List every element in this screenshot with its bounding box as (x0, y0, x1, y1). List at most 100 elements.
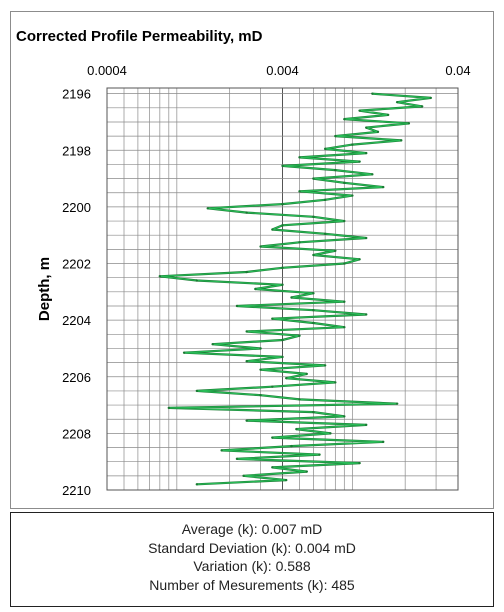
permeability-data-point (395, 100, 399, 104)
permeability-series-line (159, 92, 431, 486)
permeability-data-point (312, 321, 315, 325)
permeability-data-point (351, 194, 354, 197)
permeability-data-point (407, 122, 411, 125)
permeability-data-point (305, 470, 308, 473)
permeability-data-point (281, 355, 284, 359)
permeability-data-point (395, 402, 399, 405)
permeability-data-point (365, 236, 368, 240)
permeability-data-point (195, 389, 199, 393)
permeability-data-point (365, 423, 368, 427)
permeability-data-point (235, 457, 239, 461)
permeability-data-point (220, 449, 223, 452)
permeability-data-point (254, 287, 257, 291)
permeability-data-point (334, 168, 337, 172)
permeability-data-point (358, 461, 361, 465)
permeability-data-point (281, 224, 284, 227)
permeability-data-point (285, 478, 288, 482)
permeability-data-point (195, 483, 199, 486)
y-tick-label: 2196 (62, 87, 91, 102)
permeability-data-point (295, 427, 298, 431)
permeability-data-point (281, 283, 284, 286)
permeability-data-point (376, 130, 380, 134)
axis-layer: 0.0004 0.004 0.04 2196 2198 2200 2202 2204 2206 2… (36, 63, 471, 498)
permeability-data-point (420, 105, 424, 108)
permeability-data-point (271, 436, 274, 439)
permeability-data-point (334, 249, 337, 252)
permeability-data-point (281, 164, 284, 168)
y-axis-label: Depth, m (36, 257, 53, 321)
permeability-data-point (334, 134, 337, 138)
permeability-data-point (365, 313, 368, 316)
permeability-data-point (323, 198, 327, 202)
permeability-data-point (312, 309, 315, 312)
permeability-data-point (271, 317, 274, 320)
permeability-data-point (334, 381, 337, 384)
permeability-data-point (343, 181, 346, 185)
permeability-data-point (400, 139, 403, 142)
permeability-data-point (343, 117, 346, 121)
permeability-data-point (245, 270, 248, 274)
y-tick-label: 2202 (62, 257, 91, 272)
permeability-data-point (245, 330, 248, 333)
permeability-data-point (195, 279, 199, 282)
permeability-data-point (271, 385, 274, 388)
stat-std-dev: Standard Deviation (k): 0.004 mD (148, 539, 356, 556)
permeability-data-point (312, 215, 315, 219)
plot-area-border (106, 87, 459, 491)
permeability-data-point (343, 300, 346, 303)
permeability-data-point (245, 211, 248, 214)
permeability-data-point (323, 147, 327, 151)
permeability-data-point (329, 432, 332, 435)
permeability-data-point (358, 160, 361, 163)
permeability-data-point (271, 466, 274, 469)
y-tick-label: 2208 (62, 426, 91, 441)
stat-average: Average (k): 0.007 mD (181, 521, 323, 537)
permeability-data-point (259, 368, 262, 371)
permeability-data-point (358, 109, 361, 112)
permeability-data-point (235, 304, 239, 308)
permeability-data-point (158, 275, 162, 278)
x-tick-label: 0.04 (445, 63, 470, 78)
permeability-data-point (242, 474, 245, 478)
permeability-data-point (290, 296, 293, 299)
permeability-data-point (298, 241, 301, 244)
permeability-data-point (281, 202, 284, 206)
permeability-data-point (343, 219, 346, 223)
permeability-data-point (358, 258, 361, 261)
permeability-data-point (323, 364, 327, 367)
permeability-data-point (298, 156, 301, 159)
permeability-series-highlight (159, 93, 431, 485)
permeability-data-point (312, 253, 315, 257)
stats-box: Average (k): 0.007 mD Standard Deviation… (10, 512, 494, 607)
x-tick-label: 0.0004 (87, 63, 127, 78)
permeability-data-point (312, 410, 315, 414)
permeability-data-point (298, 398, 301, 401)
permeability-data-point (365, 126, 368, 129)
permeability-data-point (271, 228, 274, 231)
permeability-data-point (305, 372, 308, 376)
stat-count: Number of Mesurements (k): 485 (149, 576, 355, 593)
permeability-data-point (343, 262, 346, 265)
y-tick-label: 2210 (62, 483, 91, 498)
permeability-data-point (371, 92, 374, 95)
permeability-data-point (298, 334, 301, 337)
chart-title: Corrected Profile Permeability, mD (16, 28, 263, 45)
permeability-data-point (382, 185, 385, 189)
permeability-data-point (182, 351, 186, 354)
permeability-data-point (167, 406, 171, 410)
grid-layer (106, 88, 459, 491)
y-tick-label: 2198 (62, 143, 91, 158)
permeability-data-point (245, 359, 248, 363)
permeability-data-point (351, 143, 354, 146)
permeability-data-point (312, 177, 315, 180)
permeability-data-point (382, 440, 385, 444)
permeability-data-point (371, 173, 374, 176)
permeability-data-point (343, 415, 346, 418)
x-tick-label: 0.004 (266, 63, 299, 78)
y-tick-label: 2206 (62, 370, 91, 385)
permeability-data-point (323, 232, 327, 235)
y-tick-label: 2204 (62, 313, 91, 328)
permeability-data-point (312, 292, 315, 295)
permeability-data-point (259, 347, 262, 350)
